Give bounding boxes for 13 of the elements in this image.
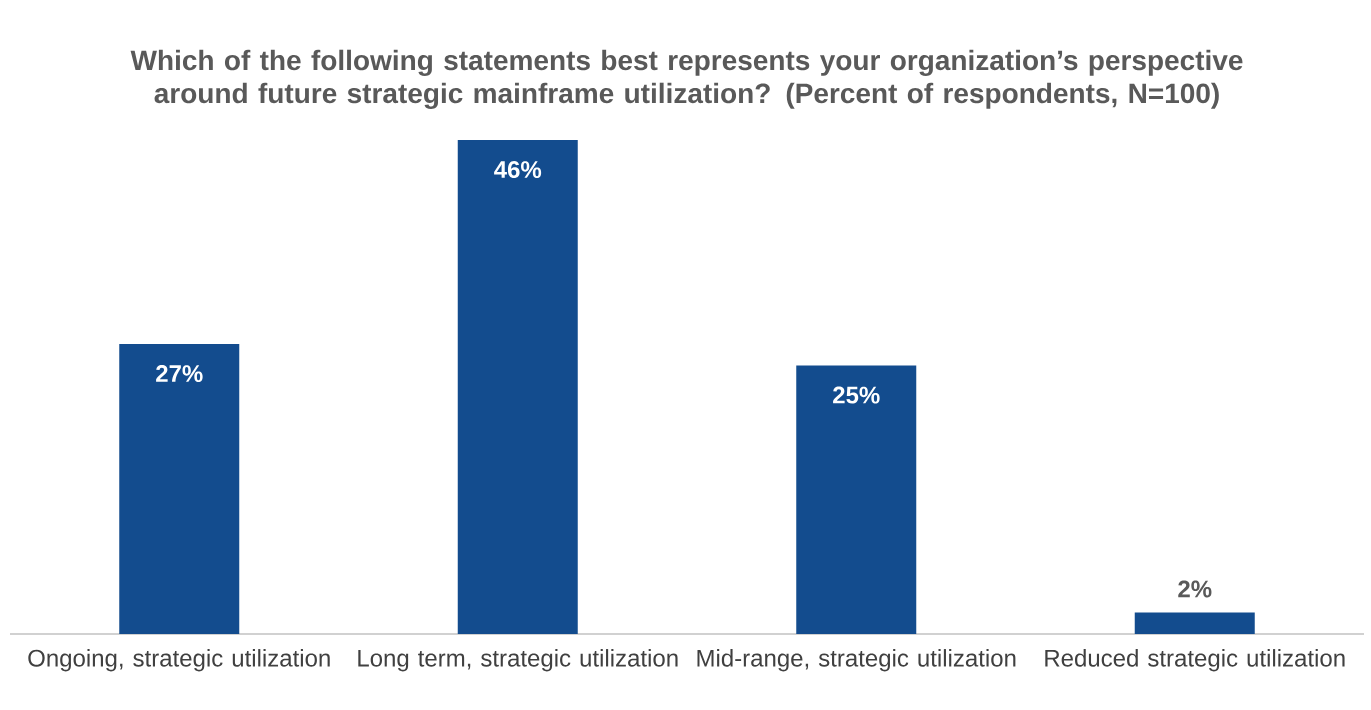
data-label: 2% (1178, 580, 1212, 598)
bar (796, 365, 917, 634)
data-label: 25% (833, 386, 880, 404)
x-tick-label: Ongoing, strategic utilization (28, 649, 330, 672)
data-label: 27% (156, 365, 203, 383)
bar (457, 140, 578, 634)
bar (119, 344, 240, 634)
x-tick-label: Reduced strategic utilization (1045, 649, 1345, 672)
chart-title: Which of the following statements best represents your organization’s perspective around future strategic mainframe utilization? (Percent of respondents, N=100) (130, 49, 1243, 109)
x-tick-label: Long term, strategic utilization (358, 649, 678, 672)
data-label: 46% (494, 161, 542, 179)
x-tick-label: Mid-range, strategic utilization (697, 649, 1016, 672)
bar (1134, 612, 1255, 634)
